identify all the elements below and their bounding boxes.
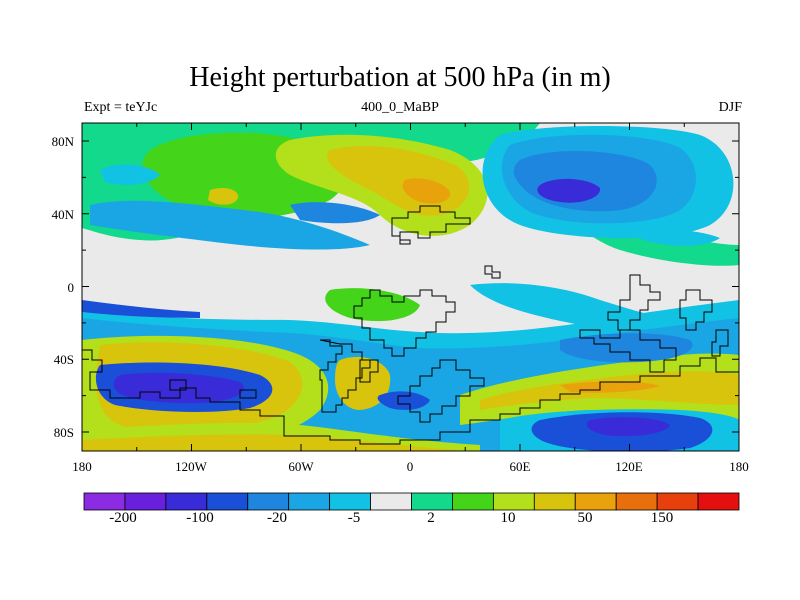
axis-ticks bbox=[81, 123, 740, 451]
lon-label-60e: 60E bbox=[509, 459, 531, 474]
colorbar-label: 10 bbox=[500, 510, 516, 526]
lat-label-40s: 40S bbox=[53, 352, 74, 367]
contour-field bbox=[82, 123, 739, 451]
lon-label-120w: 120W bbox=[175, 459, 207, 474]
lat-label-80s: 80S bbox=[53, 425, 74, 440]
colorbar-label: -100 bbox=[186, 510, 214, 526]
lon-label-60w: 60W bbox=[288, 459, 314, 474]
colorbar-label: 150 bbox=[650, 510, 674, 526]
lon-label-180w: 180 bbox=[72, 459, 92, 474]
lat-label-0: 0 bbox=[67, 280, 75, 295]
colorbar-swatch bbox=[697, 492, 740, 511]
lon-label-180e: 180 bbox=[729, 459, 749, 474]
land-outlines bbox=[82, 205, 739, 445]
chart-title: Height perturbation at 500 hPa (in m) bbox=[189, 62, 611, 93]
colorbar-label: 2 bbox=[427, 510, 435, 526]
colorbar-swatch bbox=[124, 492, 167, 511]
period-label: 400_0_MaBP bbox=[361, 100, 439, 115]
colorbar bbox=[83, 492, 740, 511]
lat-label-40n: 40N bbox=[51, 207, 74, 222]
colorbar-label: -20 bbox=[267, 510, 287, 526]
lon-label-120e: 120E bbox=[615, 459, 643, 474]
colorbar-swatch bbox=[492, 492, 535, 511]
colorbar-label: 50 bbox=[577, 510, 593, 526]
colorbar-swatch bbox=[165, 492, 208, 511]
colorbar-swatch bbox=[329, 492, 371, 511]
colorbar-swatch bbox=[206, 492, 249, 511]
season-label: DJF bbox=[718, 100, 742, 115]
colorbar-swatch bbox=[615, 492, 658, 511]
colorbar-swatch bbox=[288, 492, 331, 511]
colorbar-swatch bbox=[83, 492, 126, 511]
lat-label-80n: 80N bbox=[51, 134, 74, 149]
colorbar-label: -200 bbox=[109, 510, 137, 526]
colorbar-label: -5 bbox=[347, 510, 361, 526]
lon-label-0: 0 bbox=[406, 459, 414, 474]
colorbar-swatch bbox=[452, 492, 494, 511]
colorbar-swatch bbox=[574, 492, 617, 511]
colorbar-swatch bbox=[533, 492, 576, 511]
colorbar-swatch bbox=[411, 492, 453, 511]
colorbar-swatch bbox=[247, 492, 290, 511]
colorbar-swatch bbox=[656, 492, 699, 511]
experiment-label: Expt = teYJc bbox=[84, 100, 158, 115]
colorbar-swatch bbox=[370, 492, 412, 511]
